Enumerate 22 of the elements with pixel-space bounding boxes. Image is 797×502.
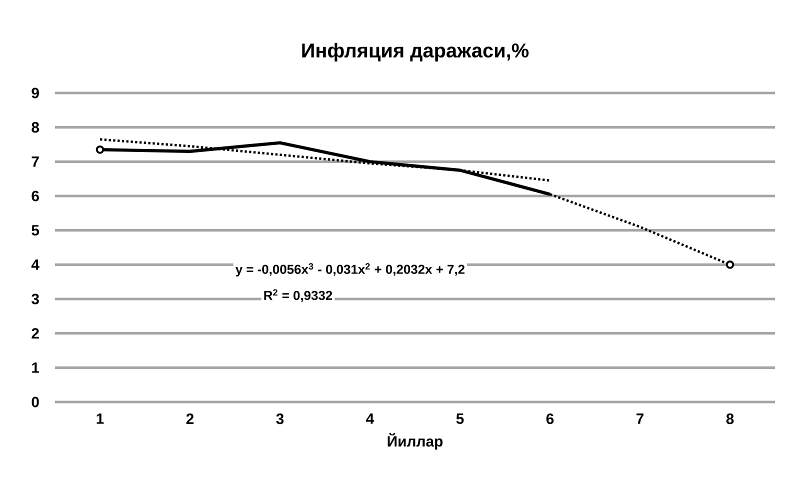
y-tick-label: 3: [32, 294, 39, 304]
x-tick-label: 8: [726, 414, 734, 424]
x-tick-label: 5: [456, 414, 464, 424]
y-tick-label: 6: [32, 190, 39, 202]
x-tick-label: 3: [276, 414, 284, 424]
x-tick-label: 2: [186, 414, 194, 424]
x-tick-label: 7: [636, 414, 644, 424]
annotation: R$^{2}$ = 0,9332: [264, 289, 332, 302]
y-tick-label: 0: [32, 396, 39, 408]
x-tick-label: 1: [96, 414, 104, 424]
x-axis-title: Йиллар: [388, 432, 443, 450]
y-tick-label: 1: [32, 362, 40, 373]
annotation: y = -0,0056x$^{3}$ - 0,031x$^{2}$ + 0,2032x + 7,2: [235, 263, 464, 276]
y-tick-label: 2: [32, 328, 39, 339]
y-tick-label: 8: [32, 122, 40, 133]
x-tick-label: 6: [546, 414, 554, 424]
x-tick-label: 4: [366, 414, 374, 424]
y-tick-label: 5: [32, 225, 40, 236]
y-tick-label: 7: [32, 156, 39, 167]
y-tick-label: 9: [32, 88, 39, 98]
y-tick-label: 4: [31, 260, 40, 270]
chart-title: Инфляция даражаси,%: [302, 42, 529, 62]
